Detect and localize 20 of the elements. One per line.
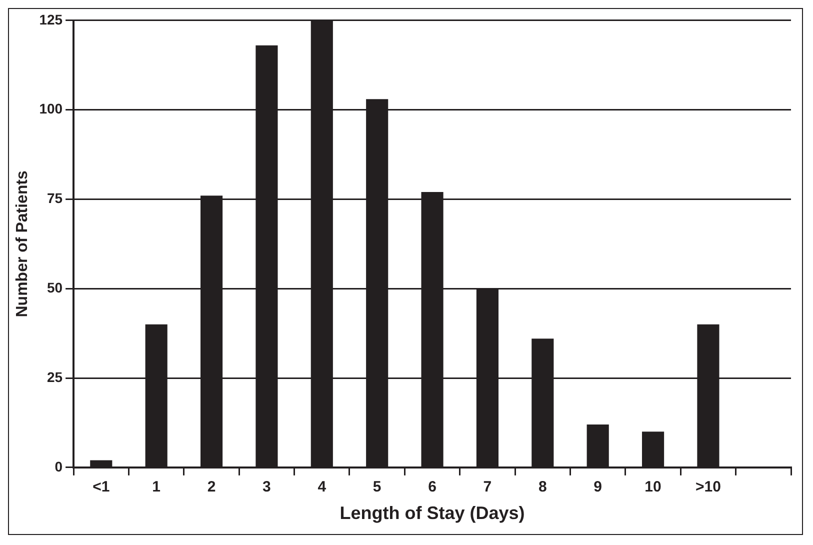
x-tick-label: 6 (428, 478, 436, 496)
y-tick-label: 100 (39, 100, 63, 117)
x-tick-label: >10 (695, 478, 721, 496)
x-tick-label: 4 (318, 478, 327, 496)
x-tick-label: 1 (152, 478, 161, 496)
x-tick-label: <1 (92, 478, 110, 496)
y-tick-label: 50 (46, 279, 63, 296)
y-axis-title: Number of Patients (14, 170, 32, 318)
x-axis-title: Length of Stay (Days) (340, 503, 525, 524)
x-tick-label: 3 (262, 478, 271, 496)
y-tick-label: 125 (39, 11, 63, 28)
x-tick-label: 10 (644, 478, 662, 496)
x-tick-label: 9 (594, 478, 602, 496)
y-tick-label: 75 (46, 190, 63, 206)
y-tick-label: 25 (46, 368, 63, 385)
x-tick-label: 8 (538, 478, 547, 496)
y-tick-label: 0 (54, 458, 63, 474)
x-tick-label: 2 (207, 478, 216, 496)
x-tick-label: 7 (483, 478, 492, 496)
x-tick-label: 5 (372, 478, 382, 496)
